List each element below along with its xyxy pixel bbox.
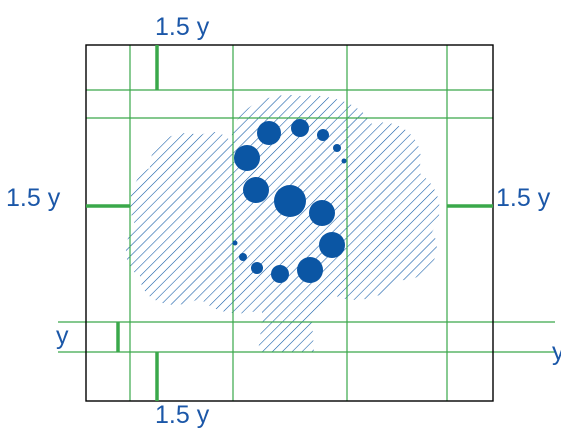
clearspace-markers xyxy=(86,45,493,401)
logo-dots xyxy=(232,119,347,283)
logo-dot xyxy=(341,158,347,164)
logo-dot xyxy=(309,200,335,226)
logo-dot xyxy=(297,257,323,283)
logo-dot xyxy=(251,262,263,274)
logo-dot xyxy=(271,265,289,283)
logo-dot xyxy=(239,253,247,261)
guide-grid xyxy=(58,45,555,401)
tree-trunk-shape xyxy=(258,300,318,352)
logo-dot xyxy=(317,129,329,141)
tree-silhouette xyxy=(125,95,440,352)
logo-dot xyxy=(274,185,306,217)
label-small-right: y xyxy=(552,338,561,366)
logo-dot xyxy=(333,144,341,152)
outer-frame xyxy=(85,44,494,402)
logo-dot xyxy=(234,145,260,171)
label-top: 1.5 y xyxy=(155,13,210,41)
logo-dot xyxy=(291,119,309,137)
label-right: 1.5 y xyxy=(496,184,551,212)
logo-dot xyxy=(232,240,238,246)
label-bottom: 1.5 y xyxy=(155,401,210,429)
logo-dot xyxy=(243,177,269,203)
logo-dot xyxy=(319,232,345,258)
label-left: 1.5 y xyxy=(6,184,61,212)
logo-dot xyxy=(257,121,281,145)
label-small-left: y xyxy=(56,322,69,350)
